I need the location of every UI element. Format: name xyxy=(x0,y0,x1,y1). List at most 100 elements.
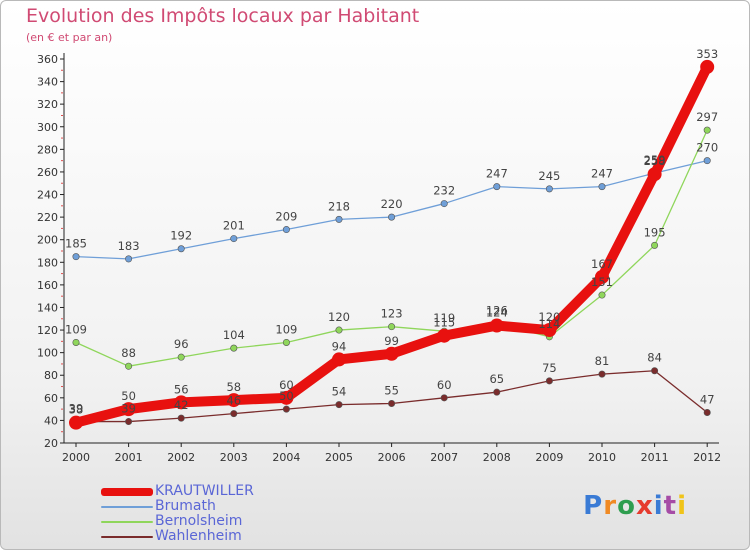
y-tick-label: 40 xyxy=(44,414,58,427)
data-point xyxy=(700,59,715,74)
series-line-krautwiller xyxy=(71,61,713,428)
data-point xyxy=(230,235,238,243)
data-label: 47 xyxy=(700,393,715,407)
data-point xyxy=(651,367,659,375)
data-label: 104 xyxy=(223,328,245,342)
data-label: 60 xyxy=(437,378,452,392)
y-tick-label: 60 xyxy=(44,392,58,405)
data-point xyxy=(174,395,189,410)
data-point xyxy=(703,126,711,134)
data-point xyxy=(388,399,396,407)
data-point xyxy=(493,183,501,191)
data-label: 209 xyxy=(275,210,297,224)
logo-letter: i xyxy=(677,491,687,521)
data-label: 126 xyxy=(486,303,508,317)
y-tick-label: 20 xyxy=(44,437,58,450)
y-tick-label: 200 xyxy=(37,234,58,247)
legend-item-krautwiller: KRAUTWILLER xyxy=(101,483,341,500)
data-point xyxy=(335,215,343,223)
data-label: 94 xyxy=(332,339,347,353)
data-point xyxy=(279,390,294,405)
data-point xyxy=(332,352,346,367)
data-point xyxy=(489,318,504,333)
data-point xyxy=(125,255,133,263)
data-point xyxy=(647,167,662,182)
data-label: 114 xyxy=(538,317,560,331)
x-tick-label: 2003 xyxy=(220,451,248,464)
data-label: 201 xyxy=(223,219,245,233)
data-label: 99 xyxy=(384,334,399,348)
legend-item-wahlenheim: Wahlenheim xyxy=(101,528,341,545)
data-point xyxy=(440,200,448,208)
data-point xyxy=(388,323,396,331)
data-label: 75 xyxy=(542,361,557,375)
x-tick-label: 2000 xyxy=(62,451,90,464)
data-label: 96 xyxy=(174,337,189,351)
data-label: 353 xyxy=(696,47,718,61)
logo-letter: t xyxy=(663,491,678,521)
data-label: 195 xyxy=(644,225,666,239)
data-point xyxy=(335,401,343,409)
legend-label: Wahlenheim xyxy=(155,528,242,544)
data-point xyxy=(177,414,185,422)
data-point xyxy=(388,213,396,221)
y-tick-label: 100 xyxy=(37,347,58,360)
logo-letter: o xyxy=(617,491,636,521)
chart-subtitle: (en € et par an) xyxy=(26,31,113,44)
data-point xyxy=(226,393,241,408)
data-label: 247 xyxy=(591,167,613,181)
data-label: 120 xyxy=(328,310,350,324)
x-tick-label: 2004 xyxy=(272,451,300,464)
logo-letter: i xyxy=(653,491,664,521)
logo-letter: P xyxy=(583,491,604,521)
data-point xyxy=(493,388,501,396)
legend: KRAUTWILLER Brumath Bernolsheim Wahlenheim xyxy=(101,483,341,545)
logo-letter: x xyxy=(635,491,654,521)
logo-letter: r xyxy=(603,491,618,521)
data-label: 46 xyxy=(226,394,241,408)
data-point xyxy=(595,269,609,284)
data-label: 185 xyxy=(65,237,87,251)
data-label: 81 xyxy=(595,354,610,368)
data-point xyxy=(703,409,711,417)
legend-label: Brumath xyxy=(155,498,216,514)
data-point xyxy=(125,362,133,370)
data-label: 247 xyxy=(486,167,508,181)
data-point xyxy=(177,245,185,253)
data-point xyxy=(598,370,606,378)
data-label: 109 xyxy=(65,322,87,336)
legend-swatch xyxy=(101,536,153,538)
y-tick-label: 260 xyxy=(37,166,58,179)
data-label: 183 xyxy=(118,239,140,253)
x-tick-label: 2007 xyxy=(430,451,458,464)
data-point xyxy=(545,185,553,193)
data-label: 124 xyxy=(486,306,508,320)
data-point xyxy=(72,253,80,261)
y-tick-label: 320 xyxy=(37,98,58,111)
data-label: 297 xyxy=(696,110,718,124)
y-tick-label: 80 xyxy=(44,369,58,382)
data-label: 55 xyxy=(384,383,399,397)
data-point xyxy=(703,157,711,165)
legend-swatch xyxy=(101,488,153,496)
x-tick-label: 2011 xyxy=(641,451,669,464)
data-point xyxy=(230,410,238,418)
data-point xyxy=(545,377,553,385)
x-tick-label: 2010 xyxy=(588,451,616,464)
data-point xyxy=(121,402,136,417)
y-tick-label: 240 xyxy=(37,189,58,202)
y-tick-label: 140 xyxy=(37,301,58,314)
y-tick-label: 180 xyxy=(37,256,58,269)
data-point xyxy=(335,326,343,334)
data-label: 88 xyxy=(121,346,136,360)
data-point xyxy=(72,338,80,346)
data-label: 39 xyxy=(69,402,84,416)
data-label: 60 xyxy=(279,378,294,392)
data-point xyxy=(69,415,83,430)
data-label: 65 xyxy=(489,372,504,386)
data-label: 218 xyxy=(328,199,350,213)
x-tick-label: 2001 xyxy=(115,451,143,464)
data-label: 270 xyxy=(696,141,718,155)
